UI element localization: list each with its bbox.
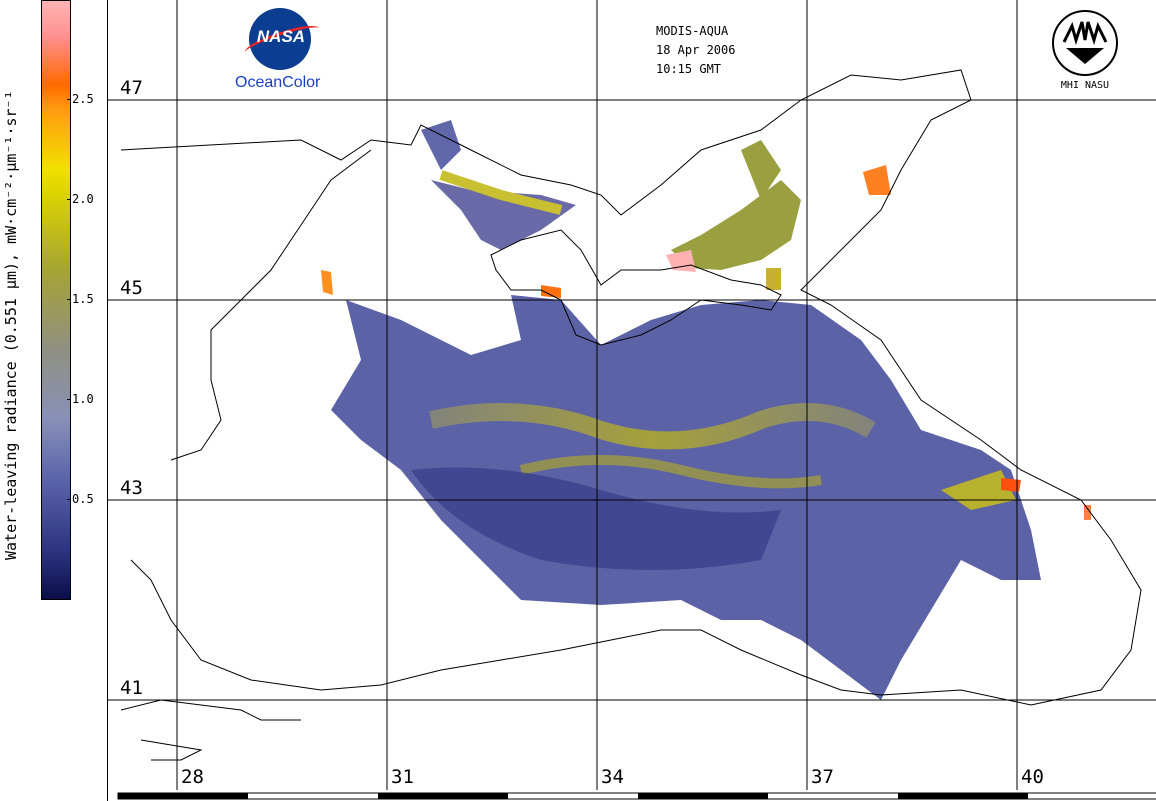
colorbar-title: Water-leaving radiance (0.551 µm), mW·cm… <box>2 90 20 560</box>
black-sea-map[interactable] <box>108 0 1156 801</box>
oceancolor-label: OceanColor <box>235 74 321 91</box>
coastline <box>120 69 1142 706</box>
latitude-label: 43 <box>120 477 143 499</box>
dnieper-estuary <box>421 120 461 170</box>
colorbar-gradient <box>41 0 71 600</box>
longitude-label: 37 <box>811 766 834 788</box>
kerch-hotspot <box>766 268 781 290</box>
coastal-hotspot <box>1001 478 1021 492</box>
longitude-label: 40 <box>1021 766 1044 788</box>
time-label: 10:15 GMT <box>656 62 722 76</box>
graticule <box>108 0 1156 790</box>
nw-shelf-plume <box>439 170 563 215</box>
azov-plume <box>671 180 801 270</box>
azov-plume <box>741 140 781 200</box>
longitude-label: 34 <box>601 766 624 788</box>
coastal-hotspot <box>321 270 333 295</box>
acquisition-info: MODIS-AQUA 18 Apr 2006 10:15 GMT <box>656 22 735 79</box>
colorbar-legend: Water-leaving radiance (0.551 µm), mW·cm… <box>0 0 108 801</box>
date-label: 18 Apr 2006 <box>656 43 736 57</box>
nasa-wordmark: NASA <box>256 27 306 46</box>
latitude-label: 45 <box>120 277 143 299</box>
colorbar-tick: 1.0 <box>67 392 94 406</box>
map-panel[interactable]: NASA OceanColor MODIS-AQUA 18 Apr 2006 1… <box>107 0 1156 801</box>
yellow-filament <box>429 403 876 450</box>
longitude-label: 28 <box>181 766 204 788</box>
mhi-emblem-icon <box>1052 10 1118 76</box>
latitude-label: 47 <box>120 77 143 99</box>
crimea-coastline <box>490 229 782 346</box>
dark-core <box>411 467 781 570</box>
colorbar-tick: 2.0 <box>67 192 94 206</box>
mhi-nasu-logo[interactable]: MHI NASU <box>1049 10 1125 96</box>
colorbar-tick: 2.5 <box>67 92 94 106</box>
nw-shelf-plume <box>431 180 576 250</box>
latitude-label: 41 <box>120 677 143 699</box>
azov-hotspot <box>666 250 696 272</box>
scale-bar <box>117 792 1156 800</box>
radiance-field <box>331 295 1041 700</box>
coastal-hotspot <box>541 285 561 298</box>
colorbar-tick: 1.5 <box>67 292 94 306</box>
sensor-label: MODIS-AQUA <box>656 24 729 38</box>
marmara-coastline <box>120 699 301 761</box>
colorbar-tick: 0.5 <box>67 492 94 506</box>
longitude-label: 31 <box>391 766 414 788</box>
nasa-meatball-icon <box>249 8 311 70</box>
coastal-hotspot <box>1084 505 1091 520</box>
nasa-oceancolor-logo[interactable]: NASA OceanColor <box>229 8 339 96</box>
mhi-label: MHI NASU <box>1060 80 1110 91</box>
azov-hotspot <box>863 165 891 195</box>
yellow-filament <box>519 455 822 489</box>
